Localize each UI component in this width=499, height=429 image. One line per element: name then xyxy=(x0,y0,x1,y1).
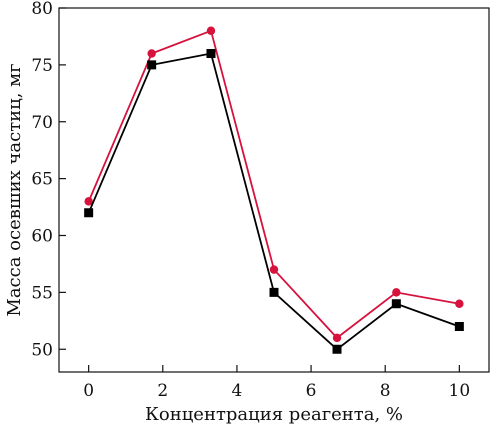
series-2-point xyxy=(454,322,464,331)
series-1-point xyxy=(147,49,156,58)
series-1-point xyxy=(332,333,342,343)
x-tick-label: 4 xyxy=(232,381,243,401)
y-tick-label: 75 xyxy=(31,56,53,76)
y-tick-label: 50 xyxy=(31,340,53,360)
series-2-point xyxy=(84,208,94,218)
series-2-point xyxy=(391,299,401,309)
x-tick-label: 10 xyxy=(449,381,471,401)
x-axis-title: Концентрация реагента, % xyxy=(145,404,403,425)
series-2-point xyxy=(332,344,342,354)
x-axis-ticks: 0 2 4 6 8 10 xyxy=(83,365,470,401)
series-1-point xyxy=(269,265,279,274)
y-axis-ticks: 50 55 60 65 70 75 80 xyxy=(31,0,66,360)
y-axis-title: Масса осевших частиц, мг xyxy=(4,63,25,316)
series-2-point xyxy=(206,49,216,58)
series-layer xyxy=(84,26,464,354)
y-tick-label: 70 xyxy=(31,113,53,133)
series-1-point xyxy=(455,299,464,308)
y-tick-label: 65 xyxy=(31,170,53,190)
x-tick-label: 8 xyxy=(380,381,391,401)
series-1-point xyxy=(84,197,93,206)
series-2-point xyxy=(147,60,157,70)
y-tick-label: 80 xyxy=(31,0,53,19)
y-tick-label: 60 xyxy=(31,227,53,247)
series-1-point xyxy=(392,288,401,297)
y-tick-label: 55 xyxy=(31,283,53,303)
series-2-point xyxy=(269,287,279,297)
x-tick-label: 6 xyxy=(306,381,317,401)
series-1-point xyxy=(206,26,216,35)
plot-frame xyxy=(58,7,490,373)
x-tick-label: 2 xyxy=(157,381,168,401)
series-2-line xyxy=(87,52,460,351)
x-tick-label: 0 xyxy=(83,381,94,401)
